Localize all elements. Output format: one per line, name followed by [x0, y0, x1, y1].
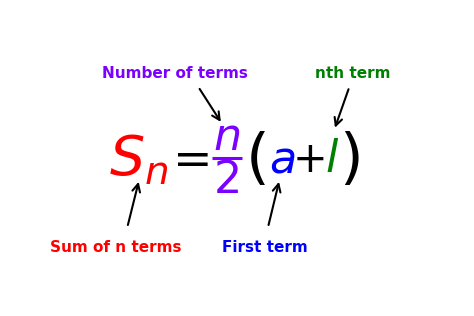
Text: $\mathit{l}$: $\mathit{l}$: [325, 138, 339, 181]
Text: $2$: $2$: [213, 159, 239, 202]
Text: $n$: $n$: [213, 116, 240, 159]
Text: $a$: $a$: [269, 138, 296, 181]
Text: $)$: $)$: [339, 131, 360, 190]
Text: $($: $($: [246, 131, 266, 190]
Text: Number of terms: Number of terms: [102, 66, 248, 81]
Text: $\mathit{S}_{n}$: $\mathit{S}_{n}$: [109, 133, 168, 186]
Text: Sum of n terms: Sum of n terms: [50, 240, 182, 255]
Text: $=$: $=$: [163, 137, 209, 182]
Text: nth term: nth term: [315, 66, 391, 81]
Text: First term: First term: [222, 240, 308, 255]
Text: $+$: $+$: [292, 139, 325, 180]
